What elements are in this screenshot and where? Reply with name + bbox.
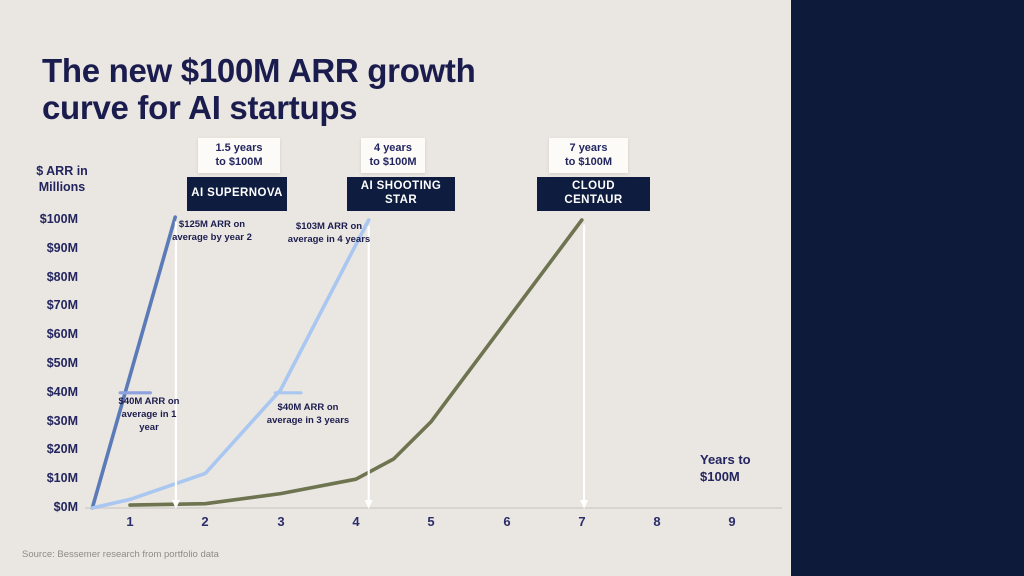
- series-line-cloud-centaur: [128, 218, 584, 507]
- sidebar-panel: AVERAGE RATES OF GROWTH SUPERNOVAS Year …: [791, 0, 1024, 576]
- callout-label-cloud-centaur: CLOUD CENTAUR: [537, 177, 650, 211]
- y-tick-60m: $60M: [46, 327, 78, 341]
- callout-label-shooting-star: AI SHOOTING STAR: [347, 177, 455, 211]
- y-tick-100m: $100M: [39, 212, 78, 226]
- y-tick-80m: $80M: [46, 270, 78, 284]
- x-tick-4: 4: [352, 514, 360, 529]
- x-tick-8: 8: [653, 514, 661, 529]
- series-line-shooting-star: [90, 218, 371, 510]
- callout-time-supernova: 1.5 years to $100M: [198, 138, 280, 173]
- y-tick-20m: $20M: [46, 442, 78, 456]
- x-tick-3: 3: [277, 514, 285, 529]
- y-tick-0m: $0M: [53, 500, 78, 514]
- y-tick-40m: $40M: [46, 385, 78, 399]
- callout-label-supernova: AI SUPERNOVA: [187, 177, 287, 211]
- dropline-arrow-3: [580, 500, 589, 509]
- annotation-shooting-40m: $40M ARR on average in 3 years: [266, 402, 350, 426]
- y-tick-10m: $10M: [46, 471, 78, 485]
- y-tick-50m: $50M: [46, 356, 78, 370]
- dropline-arrow-1: [171, 500, 180, 509]
- annotation-supernova-125m: $125M ARR on average by year 2: [172, 219, 252, 243]
- x-tick-5: 5: [427, 514, 435, 529]
- callout-time-shooting-star: 4 years to $100M: [361, 138, 425, 173]
- y-tick-90m: $90M: [46, 241, 78, 255]
- annotation-supernova-40m: $40M ARR on average in 1 year: [118, 396, 180, 433]
- x-tick-2: 2: [201, 514, 209, 529]
- x-tick-7: 7: [578, 514, 586, 529]
- x-tick-1: 1: [126, 514, 134, 529]
- y-tick-30m: $30M: [46, 414, 78, 428]
- growth-curve-chart: [85, 215, 782, 510]
- source-note: Source: Bessemer research from portfolio…: [22, 549, 219, 560]
- callout-time-cloud-centaur: 7 years to $100M: [549, 138, 628, 173]
- dropline-arrow-2: [364, 500, 373, 509]
- y-axis-unit-label: $ ARR in Millions: [36, 164, 88, 195]
- x-tick-6: 6: [503, 514, 511, 529]
- x-axis-label: Years to $100M: [700, 452, 751, 484]
- x-tick-9: 9: [728, 514, 736, 529]
- page-title: The new $100M ARR growth curve for AI st…: [42, 52, 476, 127]
- annotation-shooting-103m: $103M ARR on average in 4 years: [287, 221, 371, 245]
- y-tick-70m: $70M: [46, 298, 78, 312]
- series-line-supernova: [90, 215, 177, 510]
